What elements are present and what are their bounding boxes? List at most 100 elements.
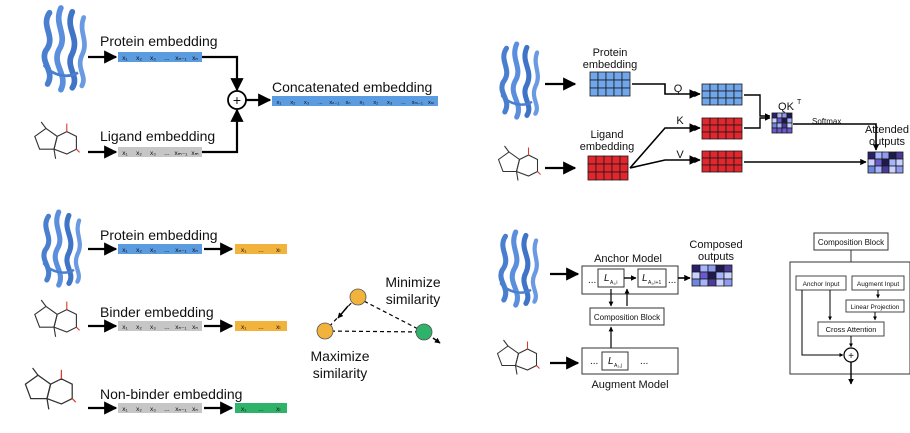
attended-outputs-grid-cell	[881, 165, 890, 174]
concat-tokens-token: xₘ	[428, 100, 435, 106]
attended-outputs-grid-cell	[867, 165, 876, 174]
protein-embedding-grid-cell	[613, 71, 623, 81]
attended-outputs-grid-cell	[895, 158, 904, 167]
anchor-dots-left: ...	[588, 275, 596, 286]
nonbinder-tokens-token: xₙ	[192, 406, 198, 413]
protein-merge-connector	[202, 55, 244, 92]
concat-tokens-token: x₁	[277, 100, 282, 106]
ligand-embedding-grid-cell	[619, 163, 629, 173]
nonbinder-structure-icon	[24, 367, 77, 411]
ligand-tokens-bar	[118, 147, 202, 157]
composed-outputs-grid-cell	[691, 278, 701, 287]
concat-tokens-token: x₃	[304, 100, 309, 106]
anchor-input-label: Anchor Input	[803, 281, 840, 288]
score-grid-cell	[786, 112, 793, 119]
key-grid-cell	[725, 117, 735, 126]
attended-outputs-grid-cell	[895, 151, 904, 160]
score-grid-cell	[771, 127, 778, 134]
protein-embedding-grid-cell	[621, 87, 631, 97]
composed-outputs-grid-cell	[723, 264, 733, 273]
query-label: Q	[674, 83, 683, 95]
score-grid-cell	[776, 127, 783, 134]
maximize-dashed-line	[323, 330, 425, 333]
binder-tokens-token: x₃	[150, 324, 156, 331]
residual-connector	[801, 290, 844, 357]
nonbinder-tokens-bar	[118, 403, 202, 413]
augment-layer-sub: A₂,j	[614, 363, 622, 369]
nonbinder-projection-tokens-token: ...	[258, 406, 264, 413]
nonbinder-projection-tokens-token: x₁	[241, 406, 247, 413]
attended-outputs-label: Attended	[865, 124, 909, 136]
anchor-input-box	[795, 275, 847, 291]
binder-embedding-node	[316, 322, 334, 340]
key-grid-cell	[709, 124, 719, 133]
ligand-structure-icon	[497, 145, 542, 182]
anchor-model-label: Anchor Model	[594, 253, 662, 265]
key-grid-cell	[701, 131, 711, 140]
protein-embedding-label: Protein embedding	[100, 227, 218, 243]
score-grid-cell	[786, 117, 793, 124]
binder-embedding-label: Binder embedding	[100, 304, 214, 320]
minimize-label: Minimize	[385, 274, 440, 290]
ligand-embedding-grid	[587, 155, 629, 181]
composed-outputs-grid-cell	[691, 264, 701, 273]
protein-structure-icon	[501, 44, 537, 117]
protein-projection-tokens-token: x₁	[241, 247, 247, 254]
panel-a-concatenation: Protein embedding x₁ x₂ x₃... xₙ₋₁ xₙ Ligand e…	[34, 8, 438, 160]
ligand-embedding-grid-cell	[595, 171, 605, 181]
ligand-embedding-grid-cell	[603, 171, 613, 181]
binder-tokens-token: x₂	[136, 324, 142, 331]
protein-tokens-token: xₙ₋₁	[175, 247, 187, 254]
protein-tokens-token: x₃	[150, 247, 156, 254]
query-connector	[632, 83, 699, 99]
augment-input-label: Augment Input	[857, 281, 899, 288]
protein-tokens-token: x₂	[136, 55, 142, 62]
concat-tokens-token: x₂	[373, 100, 378, 106]
value-grid-cell	[733, 157, 743, 166]
score-label: QK	[778, 101, 795, 113]
composed-outputs-grid-cell	[723, 271, 733, 280]
ligand-structure-icon	[496, 339, 541, 376]
augment-model-label: Augment Model	[591, 379, 668, 391]
ligand-embedding-grid-cell	[611, 171, 621, 181]
augment-layer-label: L	[608, 356, 614, 367]
query-grid-cell	[733, 97, 743, 106]
protein-structure-icon	[44, 8, 85, 90]
composed-outputs-grid-cell	[699, 271, 709, 280]
attended-outputs-grid-cell	[881, 158, 890, 167]
score-grid-cell	[781, 127, 788, 134]
pull-together-arrow	[337, 305, 349, 319]
attended-outputs-grid-cell	[888, 158, 897, 167]
anchor-layer-1-sub: A₁,i	[610, 280, 618, 286]
ligand-tokens-token: xₘ	[191, 150, 198, 157]
protein-projection-tokens-token: ...	[258, 247, 264, 254]
composed-outputs-grid	[691, 264, 733, 287]
attended-outputs-grid-cell	[867, 151, 876, 160]
composed-outputs-label: Composed	[689, 239, 742, 251]
key-grid	[701, 117, 743, 140]
augment-layer-box	[601, 351, 629, 371]
protein-embedding-grid-cell	[589, 87, 599, 97]
attended-outputs-grid-cell	[874, 165, 883, 174]
binder-tokens-bar	[118, 321, 202, 331]
sum-plus-symbol: +	[848, 351, 854, 362]
ligand-tokens-token: x₂	[136, 150, 142, 157]
query-grid-cell	[701, 83, 711, 92]
query-grid-cell	[709, 90, 719, 99]
query-grid-cell	[709, 83, 719, 92]
value-grid-cell	[733, 164, 743, 173]
protein-embedding-grid-cell	[605, 87, 615, 97]
attended-outputs-grid-cell	[888, 165, 897, 174]
composed-outputs-grid-cell	[715, 271, 725, 280]
protein-projection-tokens-token: xₗ	[276, 247, 280, 254]
protein-embedding-grid-cell	[621, 79, 631, 89]
query-grid	[701, 83, 743, 106]
protein-embedding-grid-cell	[597, 71, 607, 81]
binder-tokens-token: xₙ₋₁	[175, 324, 187, 331]
protein-tokens-token: xₙ	[192, 55, 198, 62]
protein-structure-icon	[43, 212, 79, 285]
value-grid-cell	[701, 157, 711, 166]
attended-outputs-label-2: outputs	[869, 136, 906, 148]
protein-structure-icon	[500, 232, 536, 305]
query-grid-cell	[701, 97, 711, 106]
